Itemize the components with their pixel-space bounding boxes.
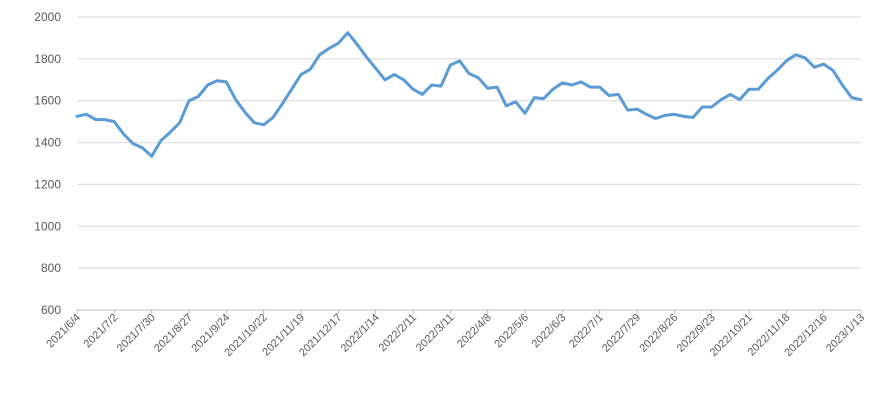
x-tick-label: 2022/4/8 — [455, 312, 494, 351]
y-tick-label: 1000 — [34, 219, 61, 233]
grid-layer — [77, 16, 861, 269]
x-tick-label: 2023/1/13 — [824, 312, 867, 355]
x-tick-label: 2022/8/26 — [637, 312, 680, 355]
y-axis: 600 800 1000 1200 1400 1600 1800 2000 — [34, 10, 61, 317]
y-tick-label: 1800 — [34, 52, 61, 66]
y-tick-label: 1600 — [34, 94, 61, 108]
x-tick-label: 2022/7/1 — [567, 312, 606, 351]
x-tick-label: 2021/7/2 — [82, 312, 121, 351]
x-tick-label: 2022/6/3 — [530, 312, 569, 351]
y-tick-label: 2000 — [34, 10, 61, 24]
series-line — [75, 31, 863, 158]
x-tick-label: 2021/6/4 — [44, 312, 83, 351]
series-layer — [75, 31, 863, 158]
x-axis: 2021/6/42021/7/22021/7/302021/8/272021/9… — [44, 309, 867, 359]
x-tick-label: 2022/1/14 — [339, 312, 382, 355]
y-tick-label: 1200 — [34, 177, 61, 191]
x-tick-label: 2022/3/11 — [414, 312, 457, 355]
y-tick-label: 1400 — [34, 136, 61, 150]
x-tick-label: 2022/7/29 — [600, 312, 643, 355]
x-tick-label: 2021/8/27 — [152, 312, 195, 355]
y-tick-label: 600 — [41, 303, 61, 317]
y-tick-label: 800 — [41, 261, 61, 275]
x-tick-label: 2021/7/30 — [115, 312, 158, 355]
x-tick-label: 2022/2/11 — [377, 312, 420, 355]
x-tick-label: 2022/5/6 — [492, 312, 531, 351]
